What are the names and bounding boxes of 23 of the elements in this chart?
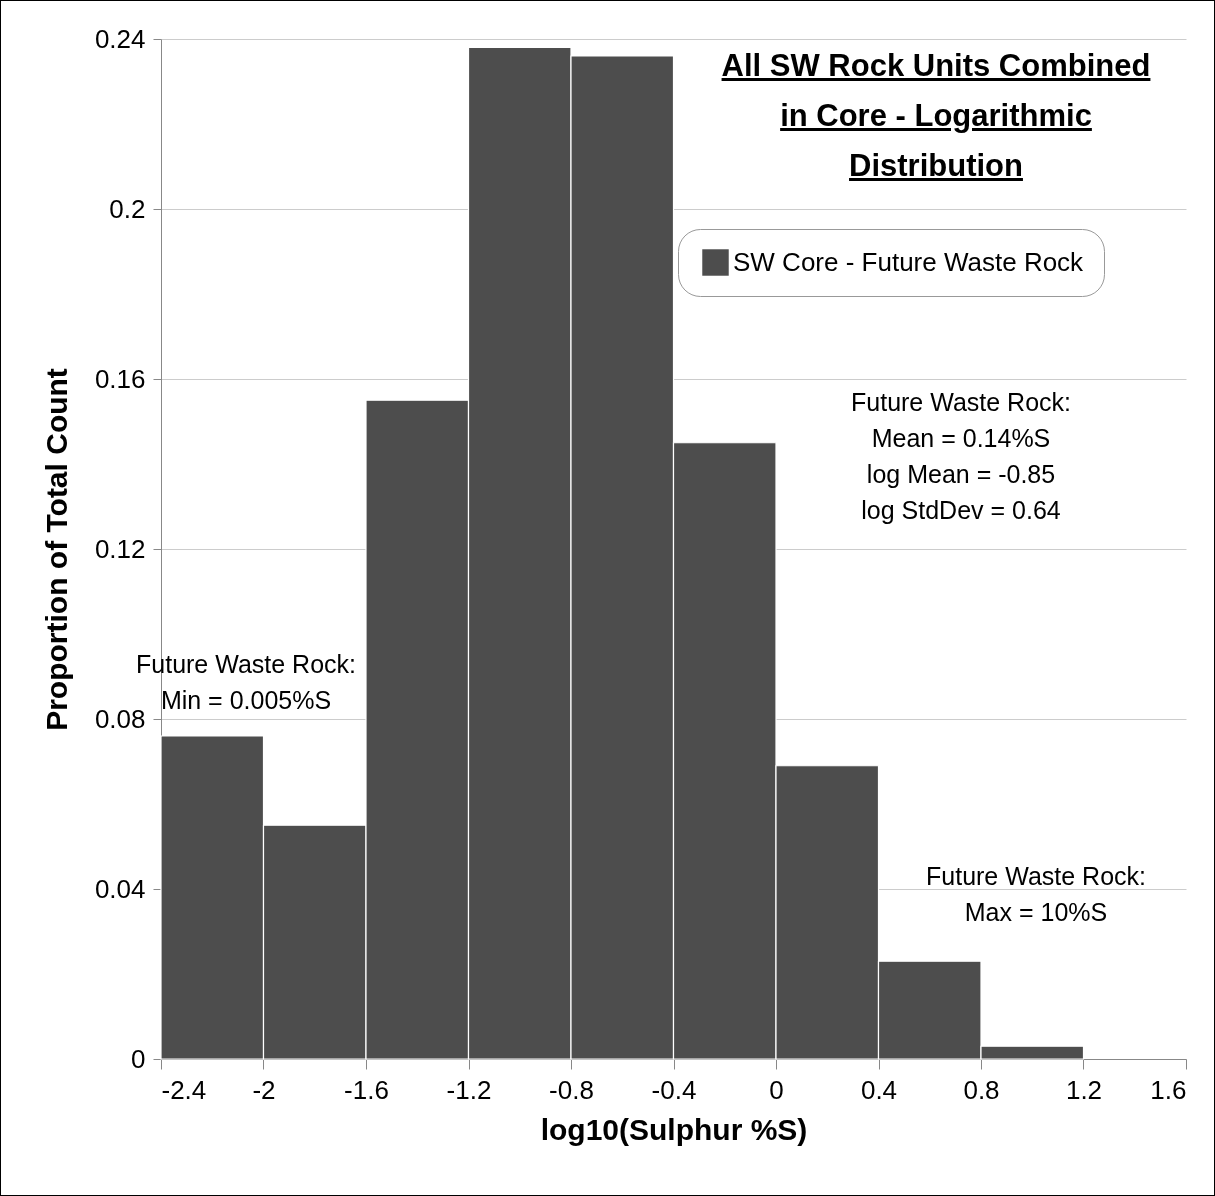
legend-label: SW Core - Future Waste Rock <box>733 246 1085 277</box>
y-tick-label: 0.04 <box>94 873 146 904</box>
x-tick-label: -2.4 <box>161 1074 207 1105</box>
x-axis-title: log10(Sulphur %S) <box>540 1112 808 1146</box>
x-tick-label: 0.4 <box>860 1074 898 1105</box>
y-tick-label: 0.2 <box>109 193 146 224</box>
x-tick-label: -0.4 <box>651 1074 697 1105</box>
annotation: Future Waste Rock: Mean = 0.14%S log Mean = -0.85 log StdDev = 0.64 <box>851 388 1071 524</box>
x-tick-label: -0.8 <box>549 1074 594 1105</box>
annotation: Future Waste Rock: Max = 10%S <box>926 862 1146 926</box>
x-tick-label: -2 <box>252 1074 276 1105</box>
y-tick-label: 0.24 <box>94 23 146 54</box>
x-tick-label: 1.2 <box>1065 1074 1103 1105</box>
x-tick-label: -1.6 <box>344 1074 389 1105</box>
y-tick-label: 0.16 <box>94 363 146 394</box>
text: All SW Rock Units Combined in Core - Logarithmic Distribution <box>720 47 1152 185</box>
x-tick-label: 0 <box>769 1074 784 1105</box>
y-tick-label: 0.12 <box>94 533 146 564</box>
x-tick-label: -1.2 <box>446 1074 492 1105</box>
x-tick-label: 0.8 <box>963 1074 1000 1105</box>
y-tick-label: 0 <box>131 1043 146 1074</box>
y-axis-title: Proportion of Total Count <box>39 368 73 731</box>
x-tick-label: 1.6 <box>1150 1074 1187 1105</box>
